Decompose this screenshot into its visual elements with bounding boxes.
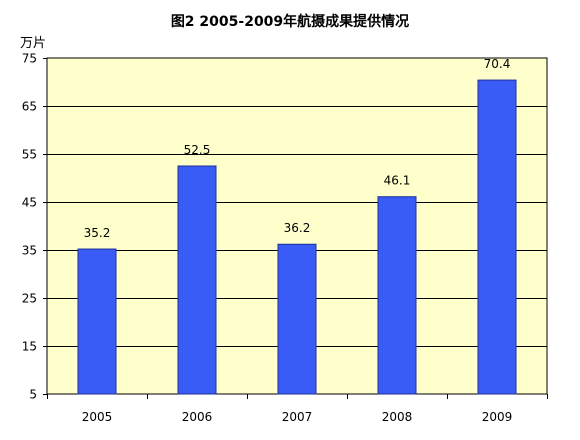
data-label: 70.4 (484, 57, 511, 71)
y-unit-label: 万片 (20, 36, 46, 51)
x-tick-label: 2006 (182, 410, 213, 424)
bar-2007 (277, 243, 317, 395)
data-label: 46.1 (384, 174, 411, 188)
y-tick-label: 55 (22, 148, 37, 162)
data-label: 36.2 (284, 221, 311, 235)
y-axis-ticks: 5 15 25 35 45 55 65 75 (22, 52, 47, 402)
data-label: 35.2 (84, 226, 111, 240)
chart-title: 图2 2005-2009年航摄成果提供情况 (171, 13, 409, 30)
y-tick-label: 35 (22, 244, 37, 258)
y-tick-label: 75 (22, 52, 37, 66)
bar-2009 (477, 79, 517, 395)
bars (77, 79, 517, 395)
y-tick-label: 65 (22, 100, 37, 114)
bar-2008 (377, 196, 417, 395)
bar-2006 (177, 165, 217, 395)
data-labels: 35.2 52.5 36.2 46.1 70.4 (84, 57, 511, 240)
x-tick-label: 2007 (282, 410, 313, 424)
x-tick-label: 2008 (382, 410, 413, 424)
x-tick-label: 2005 (82, 410, 113, 424)
y-tick-label: 25 (22, 292, 37, 306)
bar-2005 (77, 248, 117, 395)
data-label: 52.5 (184, 143, 211, 157)
gridlines (47, 106, 547, 347)
y-tick-label: 45 (22, 196, 37, 210)
x-axis-ticks: 2005 2006 2007 2008 2009 (47, 394, 548, 424)
y-tick-label: 5 (29, 388, 37, 402)
x-tick-label: 2009 (482, 410, 513, 424)
y-tick-label: 15 (22, 340, 37, 354)
